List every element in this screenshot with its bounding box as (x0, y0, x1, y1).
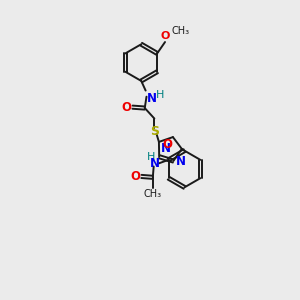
Text: N: N (176, 154, 185, 167)
Text: CH₃: CH₃ (144, 189, 162, 199)
Text: H: H (147, 152, 155, 162)
Text: O: O (130, 170, 140, 183)
Text: N: N (160, 142, 171, 154)
Text: O: O (161, 31, 170, 40)
Text: CH₃: CH₃ (171, 26, 189, 36)
Text: O: O (121, 101, 131, 114)
Text: H: H (156, 90, 164, 100)
Text: N: N (146, 92, 157, 105)
Text: S: S (150, 125, 159, 138)
Text: N: N (150, 157, 160, 170)
Text: O: O (162, 139, 172, 152)
